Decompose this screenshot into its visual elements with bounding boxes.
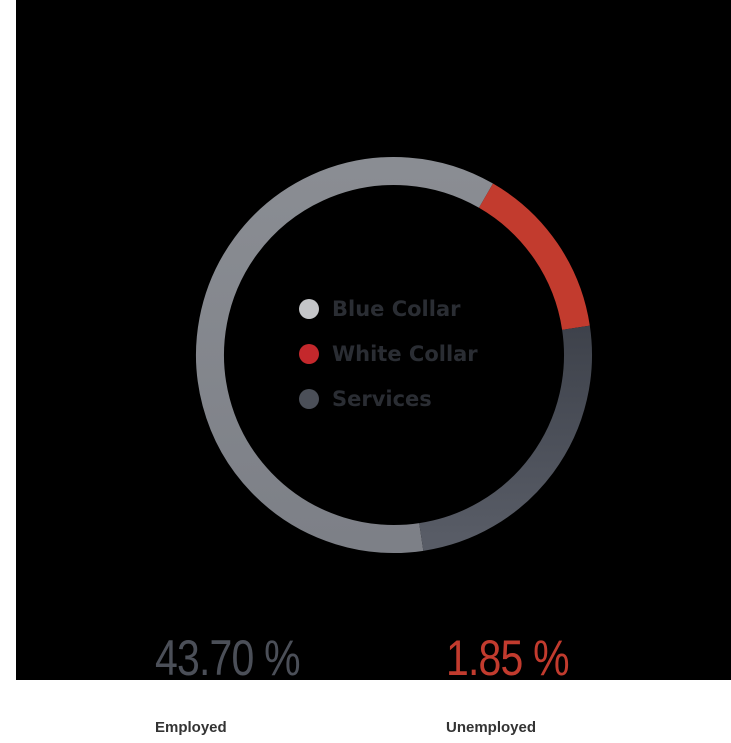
- employed-value: 43.70 %: [155, 630, 301, 686]
- donut-slice-services[interactable]: [419, 325, 592, 551]
- legend-swatch-white-collar: [299, 344, 319, 364]
- legend-item-services[interactable]: Services: [299, 384, 478, 414]
- chart-panel: Blue Collar White Collar Services: [16, 0, 731, 680]
- legend-label-blue-collar: Blue Collar: [332, 297, 461, 321]
- legend-label-services: Services: [332, 387, 432, 411]
- donut-slice-white-collar[interactable]: [478, 183, 590, 331]
- legend-item-blue-collar[interactable]: Blue Collar: [299, 294, 478, 324]
- donut-chart: [196, 157, 592, 553]
- unemployed-value: 1.85 %: [446, 630, 570, 686]
- legend-item-white-collar[interactable]: White Collar: [299, 339, 478, 369]
- employed-label: Employed: [155, 719, 227, 736]
- donut-slice-blue-collar[interactable]: [196, 157, 493, 553]
- legend-swatch-services: [299, 389, 319, 409]
- legend-label-white-collar: White Collar: [332, 342, 478, 366]
- chart-legend: Blue Collar White Collar Services: [299, 294, 478, 429]
- legend-swatch-blue-collar: [299, 299, 319, 319]
- unemployed-label: Unemployed: [446, 719, 537, 736]
